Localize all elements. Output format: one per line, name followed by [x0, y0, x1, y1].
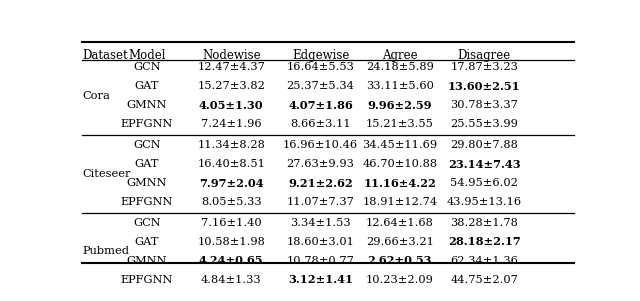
Text: 25.37±5.34: 25.37±5.34	[287, 81, 355, 92]
Text: 2.62±0.53: 2.62±0.53	[367, 255, 432, 266]
Text: 29.66±3.21: 29.66±3.21	[366, 237, 434, 247]
Text: 7.97±2.04: 7.97±2.04	[199, 178, 264, 188]
Text: EPFGNN: EPFGNN	[121, 119, 173, 129]
Text: 4.05±1.30: 4.05±1.30	[199, 100, 264, 111]
Text: 16.96±10.46: 16.96±10.46	[283, 140, 358, 150]
Text: 4.07±1.86: 4.07±1.86	[288, 100, 353, 111]
Text: 62.34±1.36: 62.34±1.36	[451, 256, 518, 266]
Text: 12.47±4.37: 12.47±4.37	[197, 62, 265, 73]
Text: Model: Model	[128, 49, 166, 62]
Text: 44.75±2.07: 44.75±2.07	[451, 275, 518, 285]
Text: Pubmed: Pubmed	[83, 246, 129, 256]
Text: 8.05±5.33: 8.05±5.33	[201, 197, 262, 207]
Text: 13.60±2.51: 13.60±2.51	[448, 81, 520, 92]
Text: 18.91±12.74: 18.91±12.74	[362, 197, 438, 207]
Text: GCN: GCN	[133, 140, 161, 150]
Text: 10.78±0.77: 10.78±0.77	[287, 256, 355, 266]
Text: 54.95±6.02: 54.95±6.02	[451, 178, 518, 188]
Text: 28.18±2.17: 28.18±2.17	[448, 236, 520, 247]
Text: 29.80±7.88: 29.80±7.88	[451, 140, 518, 150]
Text: 12.64±1.68: 12.64±1.68	[366, 218, 434, 228]
Text: GAT: GAT	[135, 81, 159, 92]
Text: 25.55±3.99: 25.55±3.99	[451, 119, 518, 129]
Text: 4.84±1.33: 4.84±1.33	[201, 275, 262, 285]
Text: Disagree: Disagree	[458, 49, 511, 62]
Text: EPFGNN: EPFGNN	[121, 197, 173, 207]
Text: 27.63±9.93: 27.63±9.93	[287, 159, 355, 169]
Text: GMNN: GMNN	[127, 101, 167, 110]
Text: 11.16±4.22: 11.16±4.22	[364, 178, 436, 188]
Text: 15.21±3.55: 15.21±3.55	[366, 119, 434, 129]
Text: 10.58±1.98: 10.58±1.98	[197, 237, 265, 247]
Text: 38.28±1.78: 38.28±1.78	[451, 218, 518, 228]
Text: 17.87±3.23: 17.87±3.23	[451, 62, 518, 73]
Text: Agree: Agree	[382, 49, 418, 62]
Text: 30.78±3.37: 30.78±3.37	[451, 101, 518, 110]
Text: 4.24±0.65: 4.24±0.65	[199, 255, 264, 266]
Text: 11.34±8.28: 11.34±8.28	[197, 140, 265, 150]
Text: Nodewise: Nodewise	[202, 49, 260, 62]
Text: GCN: GCN	[133, 62, 161, 73]
Text: 3.34±1.53: 3.34±1.53	[291, 218, 351, 228]
Text: 18.60±3.01: 18.60±3.01	[287, 237, 355, 247]
Text: 16.40±8.51: 16.40±8.51	[197, 159, 265, 169]
Text: 23.14±7.43: 23.14±7.43	[448, 159, 520, 169]
Text: EPFGNN: EPFGNN	[121, 275, 173, 285]
Text: GAT: GAT	[135, 237, 159, 247]
Text: 24.18±5.89: 24.18±5.89	[366, 62, 434, 73]
Text: 15.27±3.82: 15.27±3.82	[197, 81, 265, 92]
Text: GCN: GCN	[133, 218, 161, 228]
Text: 3.12±1.41: 3.12±1.41	[288, 274, 353, 285]
Text: 9.21±2.62: 9.21±2.62	[288, 178, 353, 188]
Text: 11.07±7.37: 11.07±7.37	[287, 197, 355, 207]
Text: 43.95±13.16: 43.95±13.16	[447, 197, 522, 207]
Text: Citeseer: Citeseer	[83, 169, 131, 178]
Text: Dataset: Dataset	[83, 49, 128, 62]
Text: 7.24±1.96: 7.24±1.96	[201, 119, 262, 129]
Text: 16.64±5.53: 16.64±5.53	[287, 62, 355, 73]
Text: GAT: GAT	[135, 159, 159, 169]
Text: 10.23±2.09: 10.23±2.09	[366, 275, 434, 285]
Text: 8.66±3.11: 8.66±3.11	[291, 119, 351, 129]
Text: 46.70±10.88: 46.70±10.88	[362, 159, 438, 169]
Text: 34.45±11.69: 34.45±11.69	[362, 140, 438, 150]
Text: Cora: Cora	[83, 91, 110, 101]
Text: GMNN: GMNN	[127, 256, 167, 266]
Text: 9.96±2.59: 9.96±2.59	[367, 100, 432, 111]
Text: 7.16±1.40: 7.16±1.40	[201, 218, 262, 228]
Text: 33.11±5.60: 33.11±5.60	[366, 81, 434, 92]
Text: GMNN: GMNN	[127, 178, 167, 188]
Text: Edgewise: Edgewise	[292, 49, 349, 62]
